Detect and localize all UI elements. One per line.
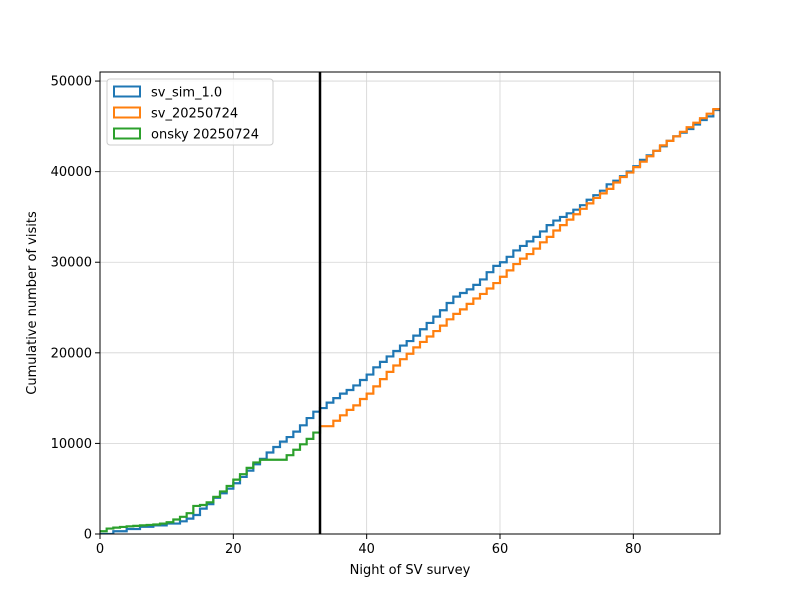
- x-tick-label: 60: [492, 542, 509, 557]
- series-layer: [100, 108, 720, 534]
- y-tick-label: 30000: [51, 256, 92, 271]
- legend-swatch: [113, 106, 141, 119]
- series-line-1: [320, 108, 720, 428]
- y-axis-label: Cumulative number of visits: [25, 211, 40, 395]
- series-line-2: [100, 426, 322, 533]
- grid: [99, 72, 720, 535]
- y-tick-label: 10000: [51, 437, 92, 452]
- y-tick-label: 20000: [51, 346, 92, 361]
- y-tick-label: 0: [84, 528, 92, 543]
- legend-swatch: [113, 127, 141, 140]
- legend-box: [106, 78, 274, 146]
- x-tick-label: 80: [625, 542, 642, 557]
- x-axis: 0 20 40 60 80: [96, 534, 642, 557]
- y-tick-label: 40000: [51, 165, 92, 180]
- x-tick-label: 40: [358, 542, 375, 557]
- x-tick-label: 0: [96, 542, 104, 557]
- plot-frame: [99, 71, 721, 535]
- y-tick-label: 50000: [51, 75, 92, 90]
- x-axis-label: Night of SV survey: [350, 563, 471, 578]
- legend-label: sv_20250724: [151, 107, 238, 122]
- x-tick-label: 20: [225, 542, 242, 557]
- legend-label: sv_sim_1.0: [151, 86, 222, 101]
- y-axis: 0 10000 20000 30000 40000 50000: [51, 75, 100, 543]
- legend-label: onsky 20250724: [151, 128, 259, 143]
- legend-swatch: [113, 85, 141, 98]
